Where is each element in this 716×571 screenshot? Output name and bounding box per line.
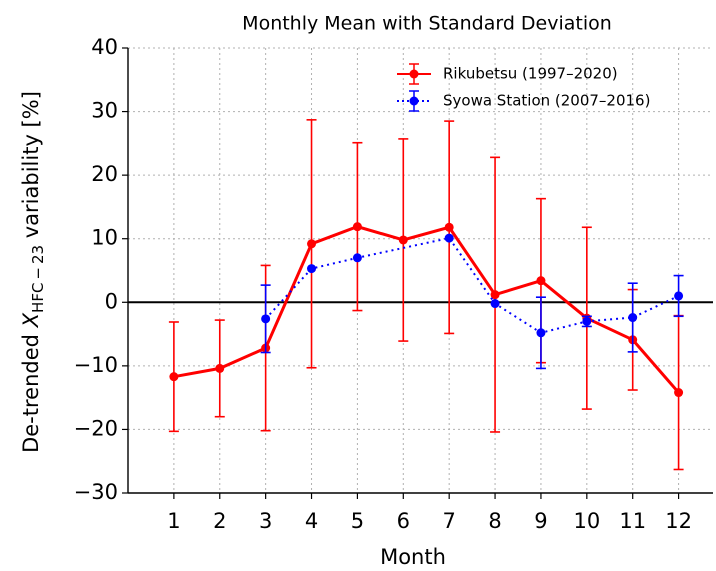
data-point — [307, 264, 317, 274]
data-point — [261, 314, 271, 324]
y-tick-label: 20 — [91, 162, 118, 186]
data-point — [352, 253, 362, 263]
data-point — [352, 222, 362, 232]
legend-label: Syowa Station (2007–2016) — [443, 92, 650, 110]
x-tick-label: 2 — [213, 509, 226, 533]
x-tick-label: 7 — [442, 509, 455, 533]
data-point — [490, 290, 500, 300]
x-tick-label: 3 — [259, 509, 272, 533]
data-point — [215, 363, 225, 373]
chart-title: Monthly Mean with Standard Deviation — [242, 13, 612, 35]
y-label-subscript: HFC − 23 — [29, 245, 47, 313]
data-point — [169, 372, 179, 382]
x-tick-label: 4 — [305, 509, 318, 533]
x-tick-label: 5 — [351, 509, 364, 533]
data-point — [444, 222, 454, 232]
x-tick-label: 10 — [573, 509, 600, 533]
y-tick-label: 0 — [105, 289, 118, 313]
y-label-symbol: X — [19, 312, 43, 328]
data-point — [674, 388, 684, 398]
y-label-suffix: variability [%] — [19, 91, 43, 245]
data-point — [536, 328, 546, 338]
legend-marker — [409, 96, 419, 106]
data-point — [628, 313, 638, 323]
data-point — [582, 316, 592, 326]
y-tick-label: 10 — [91, 226, 118, 250]
y-tick-label: −30 — [74, 480, 118, 504]
x-tick-label: 8 — [488, 509, 501, 533]
y-axis-label: De-trended XHFC − 23 variability [%] — [19, 91, 47, 453]
y-tick-label: 40 — [91, 35, 118, 59]
x-tick-label: 1 — [167, 509, 180, 533]
data-point — [674, 291, 684, 301]
x-tick-label: 11 — [619, 509, 646, 533]
x-tick-label: 12 — [665, 509, 692, 533]
series-line — [173, 225, 680, 394]
data-point — [536, 276, 546, 286]
x-tick-label: 9 — [534, 509, 547, 533]
legend-label: Rikubetsu (1997–2020) — [443, 65, 618, 83]
data-point — [398, 235, 408, 245]
y-label-prefix: De-trended — [19, 327, 43, 453]
legend-marker — [409, 69, 419, 79]
y-tick-label: −10 — [74, 353, 118, 377]
series-line — [264, 236, 680, 334]
y-tick-label: 30 — [91, 99, 118, 123]
data-point — [444, 233, 454, 243]
data-point — [490, 299, 500, 309]
y-tick-label: −20 — [74, 416, 118, 440]
x-axis-label: Month — [380, 545, 446, 569]
data-point — [307, 239, 317, 249]
x-tick-label: 6 — [397, 509, 410, 533]
